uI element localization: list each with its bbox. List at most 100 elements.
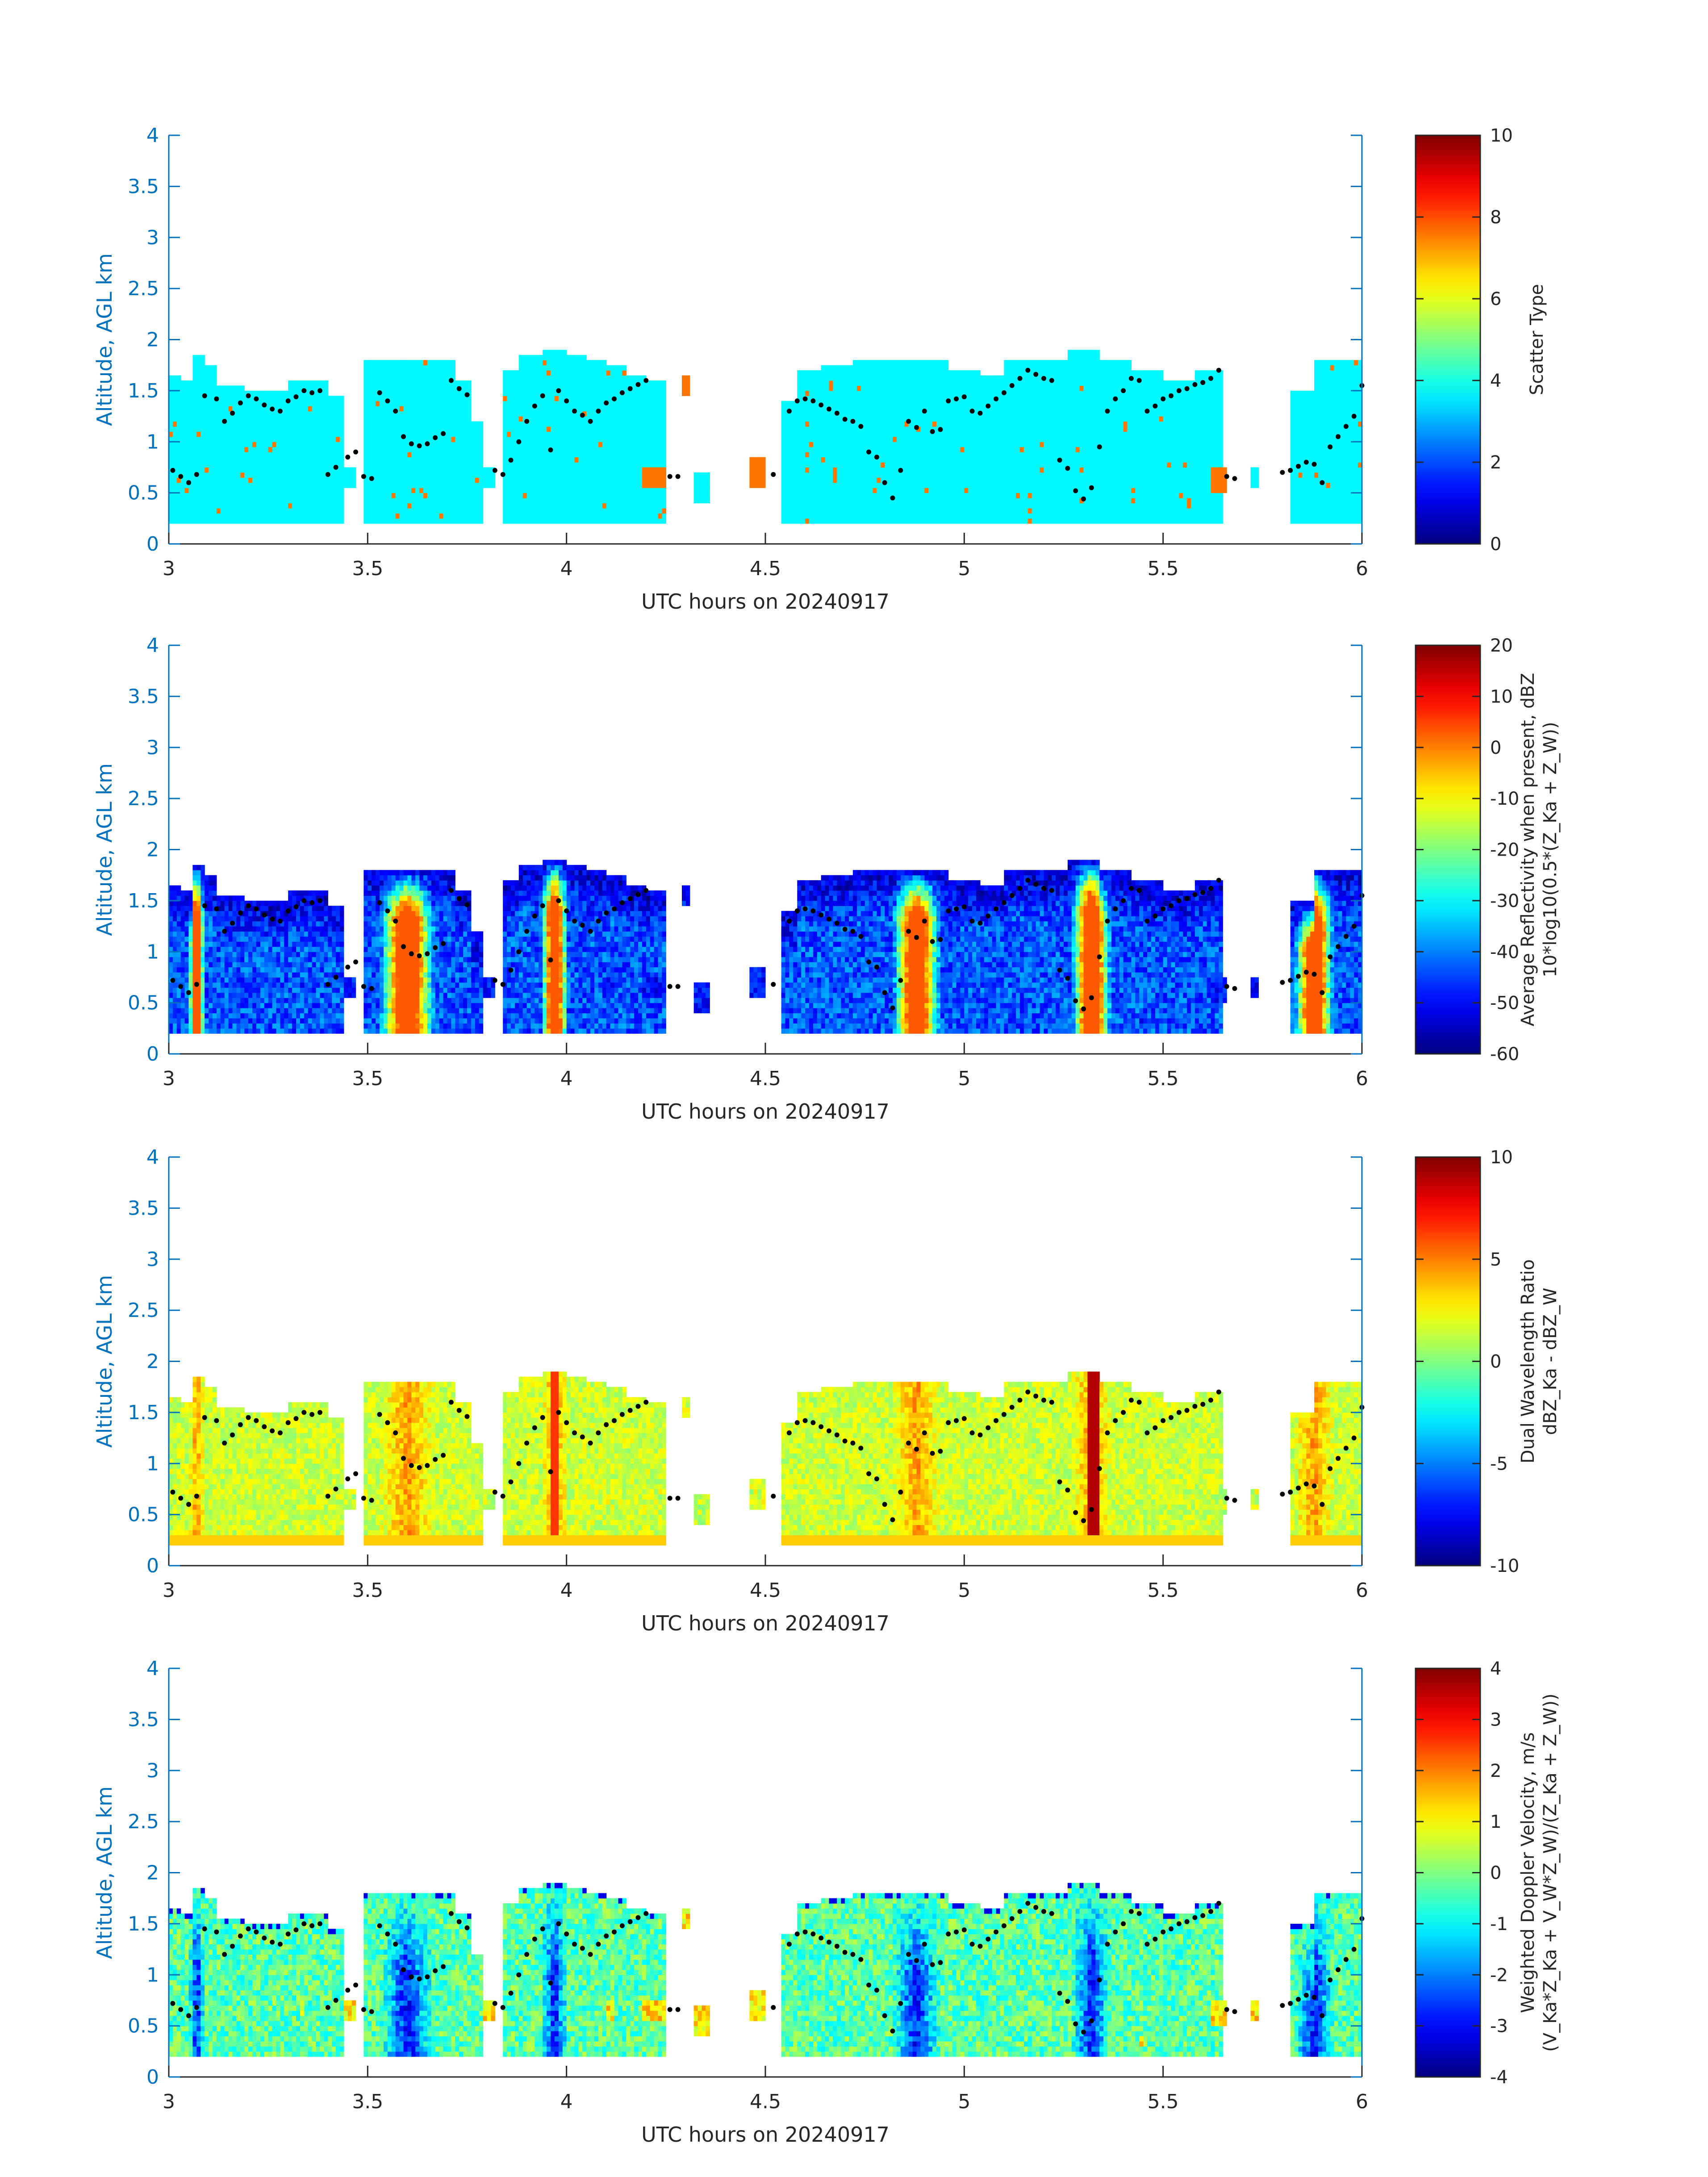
heatmap-cell bbox=[427, 488, 432, 493]
heatmap-cell bbox=[805, 431, 810, 437]
heatmap-cell bbox=[849, 488, 853, 493]
heatmap-cell bbox=[192, 416, 197, 422]
heatmap-cell bbox=[547, 426, 551, 432]
heatmap-cell bbox=[797, 380, 802, 386]
heatmap-cell bbox=[264, 437, 269, 442]
heatmap-cell bbox=[205, 513, 209, 518]
heatmap-cell bbox=[857, 493, 861, 498]
heatmap-cell bbox=[797, 472, 802, 478]
heatmap-cell bbox=[829, 401, 834, 406]
heatmap-cell bbox=[423, 422, 428, 427]
heatmap-cell bbox=[209, 462, 213, 468]
heatmap-cell bbox=[455, 493, 459, 498]
heatmap-cell bbox=[340, 477, 344, 483]
heatmap-cell bbox=[582, 391, 587, 396]
heatmap-cell bbox=[547, 411, 551, 417]
heatmap-cell bbox=[662, 503, 666, 509]
heatmap-cell bbox=[240, 447, 245, 452]
heatmap-cell bbox=[324, 447, 328, 452]
heatmap-cell bbox=[654, 426, 659, 432]
heatmap-cell bbox=[196, 483, 201, 488]
heatmap-cell bbox=[173, 447, 177, 452]
heatmap-cell bbox=[248, 462, 253, 468]
heatmap-cell bbox=[865, 437, 869, 442]
heatmap-cell bbox=[527, 483, 531, 488]
heatmap-cell bbox=[435, 401, 440, 406]
heatmap-cell bbox=[523, 431, 527, 437]
heatmap-cell bbox=[320, 452, 325, 457]
heatmap-cell bbox=[634, 483, 639, 488]
heatmap-cell bbox=[626, 447, 631, 452]
heatmap-cell bbox=[646, 447, 651, 452]
heatmap-cell bbox=[185, 401, 189, 406]
heatmap-cell bbox=[332, 457, 336, 463]
heatmap-cell bbox=[252, 431, 257, 437]
heatmap-cell bbox=[507, 447, 511, 452]
heatmap-cell bbox=[467, 447, 472, 452]
heatmap-cell bbox=[396, 503, 400, 509]
heatmap-cell bbox=[459, 467, 464, 472]
heatmap-cell bbox=[606, 437, 611, 442]
heatmap-cell bbox=[805, 472, 810, 478]
heatmap-cell bbox=[809, 406, 814, 411]
heatmap-cell bbox=[833, 503, 837, 509]
heatmap-cell bbox=[320, 426, 325, 432]
heatmap-cell bbox=[320, 422, 325, 427]
heatmap-cell bbox=[821, 437, 826, 442]
heatmap-cell bbox=[392, 518, 396, 524]
heatmap-field bbox=[169, 350, 1362, 523]
heatmap-cell bbox=[451, 370, 455, 376]
heatmap-cell bbox=[658, 462, 663, 468]
heatmap-cell bbox=[463, 472, 468, 478]
heatmap-cell bbox=[567, 503, 571, 509]
heatmap-cell bbox=[192, 457, 197, 463]
heatmap-cell bbox=[531, 513, 535, 518]
heatmap-cell bbox=[427, 426, 432, 432]
heatmap-cell bbox=[646, 498, 651, 503]
heatmap-cell bbox=[336, 426, 340, 432]
heatmap-cell bbox=[793, 437, 798, 442]
heatmap-cell bbox=[547, 442, 551, 447]
heatmap-cell bbox=[400, 426, 404, 432]
heatmap-cell bbox=[308, 503, 313, 509]
heatmap-cell bbox=[638, 467, 643, 472]
heatmap-cell bbox=[646, 437, 651, 442]
heatmap-cell bbox=[638, 462, 643, 468]
heatmap-cell bbox=[586, 431, 591, 437]
heatmap-cell bbox=[614, 488, 619, 493]
heatmap-cell bbox=[447, 426, 452, 432]
heatmap-cell bbox=[575, 365, 579, 371]
heatmap-cell bbox=[439, 442, 444, 447]
heatmap-cell bbox=[590, 360, 595, 365]
heatmap-cell bbox=[443, 452, 448, 457]
heatmap-cell bbox=[367, 508, 372, 514]
heatmap-cell bbox=[797, 411, 802, 417]
heatmap-cell bbox=[196, 467, 201, 472]
heatmap-cell bbox=[264, 447, 269, 452]
heatmap-cell bbox=[471, 442, 476, 447]
heatmap-cell bbox=[829, 493, 834, 498]
heatmap-cell bbox=[196, 365, 201, 371]
heatmap-cell bbox=[221, 513, 225, 518]
heatmap-cell bbox=[196, 396, 201, 401]
heatmap-cell bbox=[455, 411, 459, 417]
heatmap-cell bbox=[658, 518, 663, 524]
heatmap-cell bbox=[252, 462, 257, 468]
heatmap-cell bbox=[380, 431, 384, 437]
heatmap-cell bbox=[789, 467, 793, 472]
heatmap-cell bbox=[785, 442, 790, 447]
heatmap-cell bbox=[618, 462, 623, 468]
heatmap-cell bbox=[196, 508, 201, 514]
heatmap-cell bbox=[519, 411, 523, 417]
heatmap-cell bbox=[363, 508, 368, 514]
heatmap-cell bbox=[578, 498, 583, 503]
heatmap-cell bbox=[236, 518, 241, 524]
heatmap-cell bbox=[296, 437, 301, 442]
heatmap-cell bbox=[324, 422, 328, 427]
heatmap-cell bbox=[602, 376, 607, 381]
heatmap-cell bbox=[515, 406, 519, 411]
heatmap-cell bbox=[264, 472, 269, 478]
heatmap-cell bbox=[551, 472, 555, 478]
heatmap-cell bbox=[200, 437, 205, 442]
heatmap-cell bbox=[451, 447, 455, 452]
